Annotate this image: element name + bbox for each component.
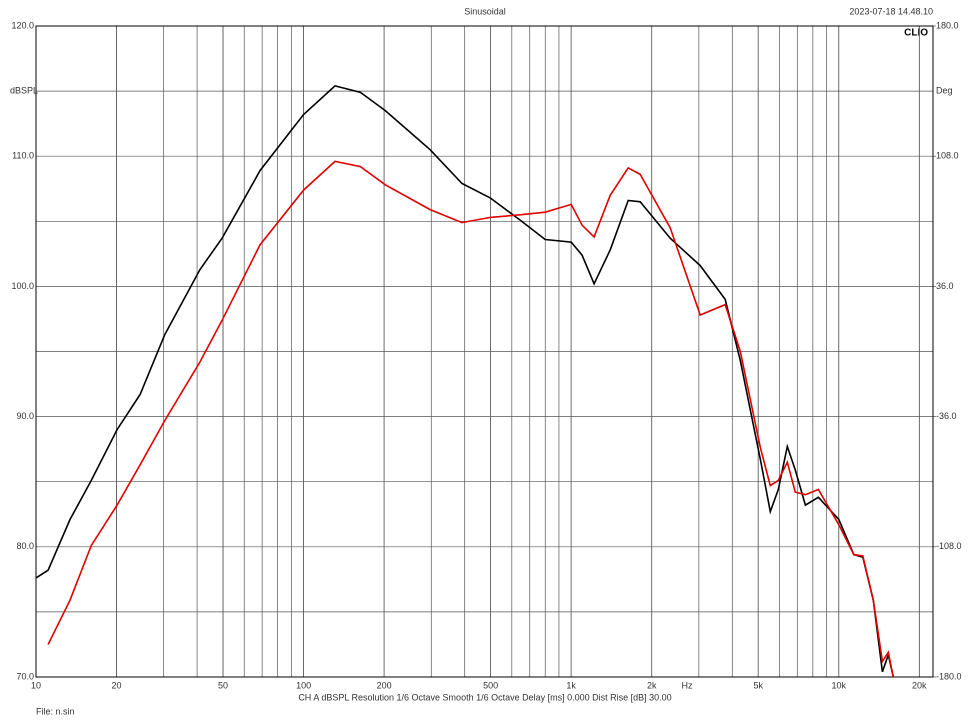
x-tick-label: 50 <box>218 680 228 690</box>
timestamp: 2023-07-18 14.48.10 <box>849 6 933 16</box>
y2-tick-label: -108.0 <box>936 541 962 551</box>
y2-tick-label: -36.0 <box>936 411 957 421</box>
x-tick-label: 2k <box>647 680 657 690</box>
x-tick-label: 5k <box>753 680 763 690</box>
y-tick-label: 80.0 <box>16 541 34 551</box>
y2-tick-label: 180.0 <box>936 20 959 30</box>
plot-area <box>36 85 895 677</box>
x-axis-label: Hz <box>682 680 693 690</box>
y-tick-label: 90.0 <box>16 411 34 421</box>
y-tick-label: 100.0 <box>11 281 34 291</box>
y2-tick-label: -180.0 <box>936 671 962 681</box>
x-tick-label: 20k <box>912 680 927 690</box>
x-tick-label: 500 <box>483 680 498 690</box>
y-axis-label: dBSPL <box>10 85 38 95</box>
x-tick-label: 100 <box>296 680 311 690</box>
y2-tick-label: 36.0 <box>936 281 954 291</box>
chart-title: Sinusoidal <box>464 6 506 16</box>
brand: CLIO <box>904 28 928 39</box>
line-series <box>36 85 895 677</box>
y2-tick-label: 108.0 <box>936 151 959 161</box>
x-tick-label: 1k <box>566 680 576 690</box>
x-tick-label: 10 <box>31 680 41 690</box>
plot-frame <box>35 25 934 678</box>
y-tick-label: 120.0 <box>11 20 34 30</box>
y-tick-label: 70.0 <box>16 671 34 681</box>
x-tick-label: 20 <box>112 680 122 690</box>
caption: CH A dBSPL Resolution 1/6 Octave Smooth … <box>298 692 671 702</box>
y-tick-label: 110.0 <box>12 151 34 161</box>
y2-axis-label: Deg <box>936 85 953 95</box>
x-tick-label: 200 <box>377 680 392 690</box>
x-tick-label: 10k <box>832 680 847 690</box>
line-series <box>47 160 895 677</box>
file-name: File: n.sin <box>36 706 75 716</box>
